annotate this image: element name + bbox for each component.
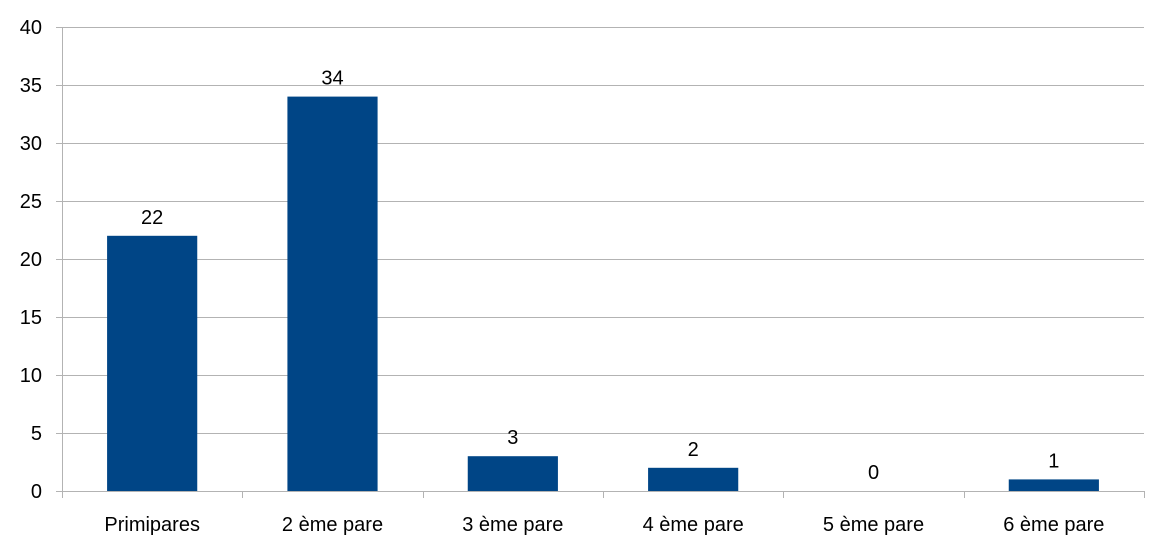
- gridlines: [62, 27, 1144, 434]
- data-label: 0: [868, 462, 879, 484]
- y-tick-label: 30: [20, 133, 42, 155]
- bars: [107, 96, 1099, 491]
- axes: [56, 27, 1145, 498]
- x-category-label: 3 ème pare: [462, 514, 563, 536]
- data-label: 3: [507, 427, 518, 449]
- x-category-label: Primipares: [104, 514, 200, 536]
- y-tick-label: 0: [31, 481, 42, 503]
- bar: [467, 456, 558, 491]
- x-category-label: 4 ème pare: [643, 514, 744, 536]
- data-label: 1: [1048, 450, 1059, 472]
- x-category-label: 5 ème pare: [823, 514, 924, 536]
- y-tick-label: 15: [20, 307, 42, 329]
- y-tick-label: 5: [31, 423, 42, 445]
- data-label: 34: [321, 68, 343, 90]
- y-tick-label: 10: [20, 365, 42, 387]
- bar: [1008, 479, 1099, 491]
- data-label: 2: [688, 439, 699, 461]
- data-label: 22: [141, 207, 163, 229]
- y-tick-label: 35: [20, 75, 42, 97]
- bar: [287, 96, 378, 491]
- y-tick-label: 40: [20, 17, 42, 39]
- x-category-label: 6 ème pare: [1003, 514, 1104, 536]
- y-tick-label: 20: [20, 249, 42, 271]
- bar: [648, 467, 739, 491]
- x-category-label: 2 ème pare: [282, 514, 383, 536]
- y-tick-label: 25: [20, 191, 42, 213]
- bar: [107, 235, 198, 491]
